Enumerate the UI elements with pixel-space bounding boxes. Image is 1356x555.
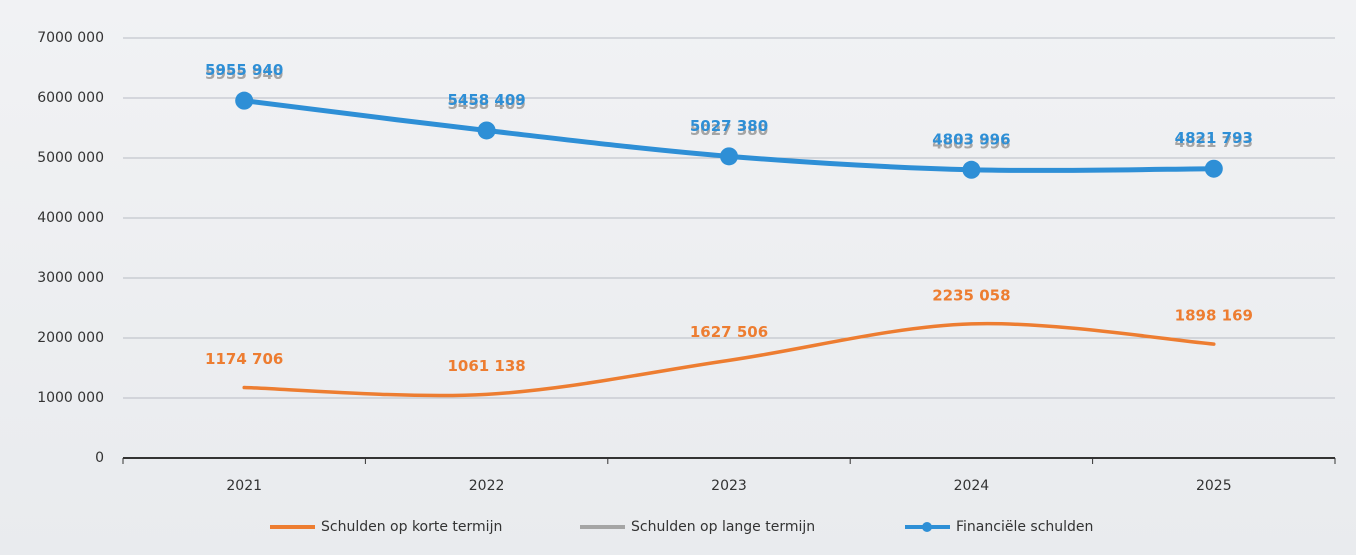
data-label: 4803 996 — [932, 134, 1010, 152]
legend-label: Financiële schulden — [956, 519, 1093, 535]
data-label: 4821 793 — [1175, 133, 1253, 151]
x-tick-label: 2022 — [469, 478, 505, 494]
x-tick-label: 2024 — [954, 478, 990, 494]
data-label: 5458 409 — [447, 95, 525, 113]
y-tick-label: 3000 000 — [37, 270, 104, 286]
y-tick-label: 0 — [95, 450, 104, 466]
marker — [720, 147, 738, 166]
y-tick-label: 6000 000 — [37, 90, 104, 106]
y-tick-label: 4000 000 — [37, 210, 104, 226]
series-line — [242, 321, 1216, 398]
y-tick-label: 5000 000 — [37, 150, 104, 166]
marker — [1204, 159, 1223, 178]
y-tick-label: 7000 000 — [37, 30, 104, 46]
data-label: 5955 940 — [205, 65, 283, 83]
x-tick-label: 2021 — [226, 478, 262, 494]
legend-label: Schulden op korte termijn — [321, 519, 502, 535]
data-label: 5027 380 — [690, 121, 768, 139]
marker — [235, 91, 254, 110]
marker — [477, 121, 496, 140]
data-label: 5955 940 — [205, 61, 283, 79]
x-tick-label: 2025 — [1196, 478, 1232, 494]
y-tick-label: 1000 000 — [37, 390, 104, 406]
data-label: 4803 996 — [932, 130, 1010, 148]
data-label: 2235 058 — [932, 286, 1010, 304]
data-label: 5027 380 — [690, 117, 768, 135]
y-tick-label: 2000 000 — [37, 330, 104, 346]
data-label: 5458 409 — [447, 91, 525, 109]
legend-label: Schulden op lange termijn — [631, 519, 815, 535]
data-label: 1627 506 — [690, 323, 768, 341]
x-tick-label: 2023 — [711, 478, 747, 494]
data-label: 1061 138 — [447, 357, 525, 375]
data-label: 1174 706 — [205, 350, 283, 368]
data-label: 4821 793 — [1175, 129, 1253, 147]
data-label: 1898 169 — [1175, 307, 1253, 325]
marker — [962, 160, 981, 179]
legend-marker — [922, 522, 932, 532]
